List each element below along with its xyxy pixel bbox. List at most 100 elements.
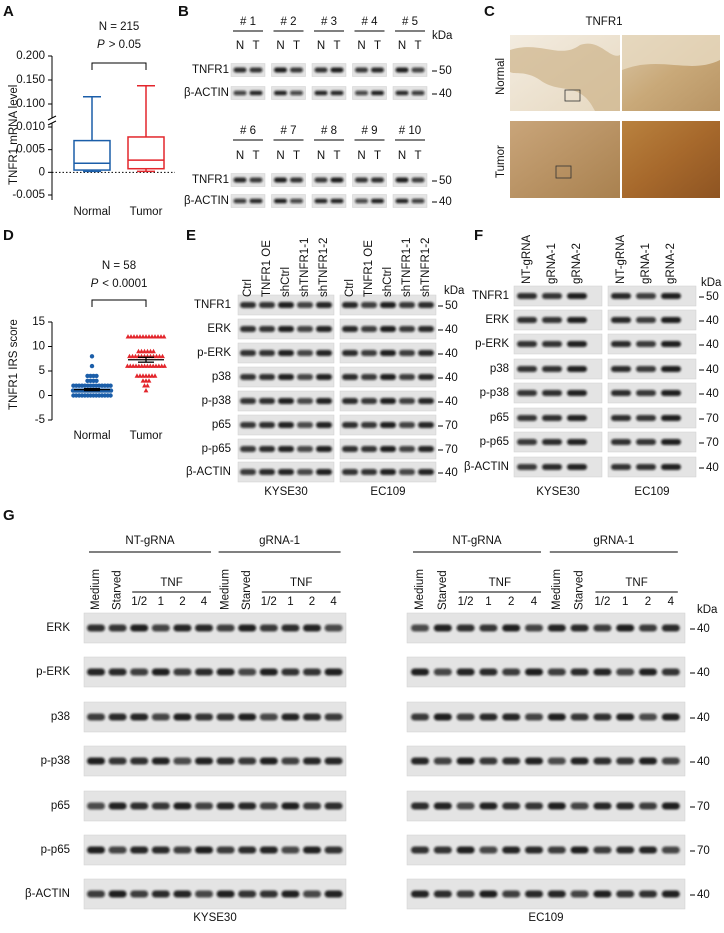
band bbox=[216, 713, 235, 721]
marker-label: 50 bbox=[706, 291, 719, 303]
lane-label: N bbox=[276, 150, 284, 162]
band bbox=[259, 624, 278, 632]
band bbox=[411, 198, 425, 204]
band bbox=[278, 374, 294, 380]
band bbox=[297, 469, 313, 475]
lane-label: Medium bbox=[220, 569, 232, 610]
blot-background bbox=[271, 173, 306, 187]
band bbox=[593, 668, 612, 676]
band bbox=[278, 469, 294, 475]
band bbox=[616, 624, 635, 632]
band bbox=[456, 890, 475, 898]
significance-bracket bbox=[91, 62, 147, 70]
band bbox=[240, 350, 256, 356]
lane-label: N bbox=[236, 150, 244, 162]
marker-label: 40 bbox=[697, 623, 710, 635]
data-point bbox=[130, 353, 135, 359]
data-point bbox=[152, 373, 158, 378]
panel-letter: G bbox=[3, 507, 15, 524]
sample-label: # 3 bbox=[321, 16, 337, 28]
band bbox=[411, 846, 429, 854]
band bbox=[636, 464, 656, 470]
dose-label: 2 bbox=[179, 596, 185, 608]
band bbox=[418, 302, 434, 308]
band bbox=[433, 890, 452, 898]
blot-background bbox=[83, 656, 347, 688]
blot-background bbox=[392, 86, 428, 100]
lane-label: shCtrl bbox=[382, 267, 394, 297]
band bbox=[380, 350, 396, 356]
band bbox=[342, 422, 358, 428]
kda-label: kDa bbox=[701, 277, 722, 289]
band bbox=[361, 422, 377, 428]
band bbox=[303, 668, 321, 676]
band bbox=[238, 846, 257, 854]
band bbox=[281, 713, 300, 721]
p-symbol: P bbox=[91, 278, 99, 290]
band bbox=[611, 317, 631, 323]
band bbox=[517, 439, 537, 445]
band bbox=[233, 198, 247, 204]
band bbox=[216, 802, 235, 810]
row-label: p-p38 bbox=[41, 755, 70, 767]
band bbox=[636, 390, 656, 396]
band bbox=[216, 668, 235, 676]
marker-label: 40 bbox=[706, 364, 719, 376]
lane-label: T bbox=[414, 40, 421, 52]
band bbox=[542, 317, 562, 323]
lane-label: N bbox=[317, 150, 325, 162]
row-label: β-ACTIN bbox=[184, 87, 229, 99]
blot-background bbox=[311, 194, 347, 208]
dose-label: 1/2 bbox=[261, 596, 277, 608]
band bbox=[278, 326, 294, 332]
band bbox=[87, 713, 105, 721]
band bbox=[314, 67, 328, 73]
band bbox=[502, 668, 521, 676]
band bbox=[547, 802, 566, 810]
band bbox=[355, 67, 368, 73]
band bbox=[639, 846, 657, 854]
band bbox=[342, 469, 358, 475]
band bbox=[151, 624, 170, 632]
band bbox=[479, 713, 498, 721]
band bbox=[216, 757, 235, 765]
lane-label: T bbox=[333, 150, 340, 162]
band bbox=[611, 366, 631, 372]
marker-label: 40 bbox=[445, 372, 458, 384]
band bbox=[303, 624, 321, 632]
band bbox=[433, 757, 452, 765]
dose-label: 1/2 bbox=[458, 596, 474, 608]
band bbox=[240, 422, 256, 428]
panel-letter: A bbox=[3, 3, 14, 20]
blot-background bbox=[230, 194, 266, 208]
data-point bbox=[140, 373, 146, 378]
marker-label: 50 bbox=[439, 65, 452, 77]
band bbox=[342, 446, 358, 452]
band bbox=[259, 422, 275, 428]
band bbox=[371, 90, 384, 96]
row-label: p-p38 bbox=[480, 387, 509, 399]
treatment-label: TNF bbox=[625, 577, 647, 589]
band bbox=[259, 713, 278, 721]
band bbox=[290, 90, 303, 96]
blot-background bbox=[406, 790, 686, 822]
lane-label: shTNFR1-2 bbox=[420, 238, 432, 297]
data-point bbox=[149, 334, 155, 339]
lane-label: Ctrl bbox=[242, 279, 254, 297]
band bbox=[303, 713, 321, 721]
band bbox=[380, 374, 396, 380]
blot-background bbox=[83, 834, 347, 866]
band bbox=[567, 317, 587, 323]
band bbox=[570, 668, 589, 676]
band bbox=[636, 341, 656, 347]
band bbox=[611, 415, 631, 421]
band bbox=[281, 757, 300, 765]
row-label: p-p65 bbox=[202, 443, 231, 455]
band bbox=[547, 890, 566, 898]
band bbox=[456, 802, 475, 810]
band bbox=[259, 446, 275, 452]
band bbox=[195, 846, 213, 854]
band bbox=[316, 446, 332, 452]
blot-background bbox=[392, 194, 428, 208]
